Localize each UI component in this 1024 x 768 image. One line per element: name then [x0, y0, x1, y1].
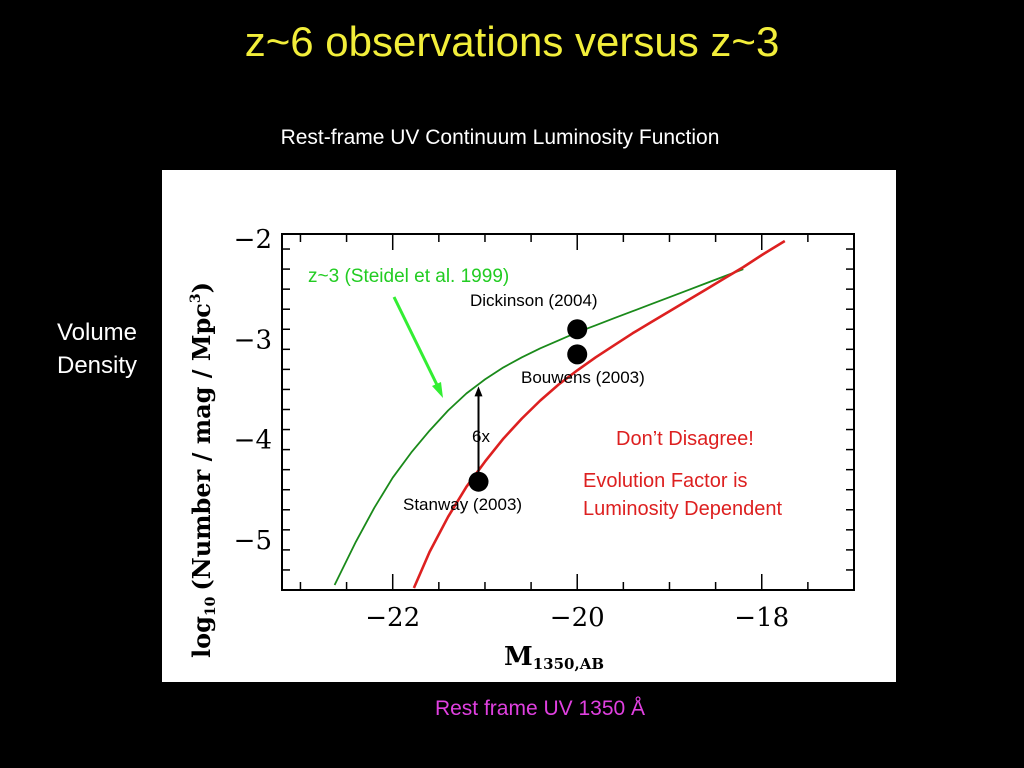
data-points — [468, 319, 588, 492]
x-axis-label-sub: 1350,AB — [533, 655, 604, 673]
bouwens-label: Bouwens (2003) — [521, 368, 645, 387]
factor-label: 6x — [472, 427, 490, 446]
x-axis-label-main: M — [504, 642, 533, 672]
z3-pointer-arrow-head — [432, 382, 443, 398]
annotation-arrows — [392, 296, 483, 482]
slide-title: z~6 observations versus z~3 — [244, 18, 780, 65]
y-axis-label-main: log — [187, 616, 216, 658]
side-label-line-1: Volume — [56, 319, 138, 346]
z3-pointer-arrow-shaft — [392, 296, 441, 390]
plot-frame — [281, 233, 855, 591]
z3-curve — [333, 268, 744, 586]
data-point-bouwens — [567, 344, 588, 365]
dont-disagree-label: Don’t Disagree! — [616, 428, 754, 450]
y-axis-label-rest: (Number / mag / Mpc — [187, 303, 216, 590]
y-tick-label: −2 — [234, 225, 272, 255]
x-tick-label: −18 — [734, 603, 789, 633]
y-axis-label-sub: 10 — [203, 596, 219, 616]
x-tick-label: −20 — [550, 603, 605, 633]
luminosity-function-chart: −22 −20 −18 −2 −3 −4 −5 M1350,AB log10 (Number … — [162, 170, 896, 682]
chart-heading: Rest-frame UV Continuum Luminosity Funct… — [280, 126, 720, 149]
y-tick-label: −5 — [234, 526, 272, 556]
axis-tick-labels: −22 −20 −18 −2 −3 −4 −5 — [234, 225, 790, 633]
stanway-label: Stanway (2003) — [403, 495, 522, 514]
evolution-line-2: Luminosity Dependent — [583, 498, 782, 520]
x-axis-label: M1350,AB — [504, 642, 604, 673]
dickinson-label: Dickinson (2004) — [470, 291, 598, 310]
axis-ticks — [282, 234, 855, 591]
data-point-dickinson — [567, 319, 588, 340]
y-tick-label: −3 — [234, 325, 272, 355]
plot-border — [281, 233, 855, 591]
y-axis-label: log10 (Number / mag / Mpc3) — [187, 282, 219, 658]
y-axis-label-close: ) — [187, 282, 216, 293]
y-axis-label-sup: 3 — [188, 293, 204, 303]
y-tick-label: −4 — [234, 426, 272, 456]
evolution-line-1: Evolution Factor is — [583, 470, 748, 492]
footer-label: Rest frame UV 1350 Å — [434, 697, 646, 720]
volume-density-label: Volume Density — [38, 316, 156, 382]
z3-curve-label: z~3 (Steidel et al. 1999) — [308, 266, 509, 287]
side-label-line-2: Density — [56, 352, 138, 379]
x-tick-label: −22 — [365, 603, 420, 633]
factor-arrow-head — [474, 386, 483, 397]
